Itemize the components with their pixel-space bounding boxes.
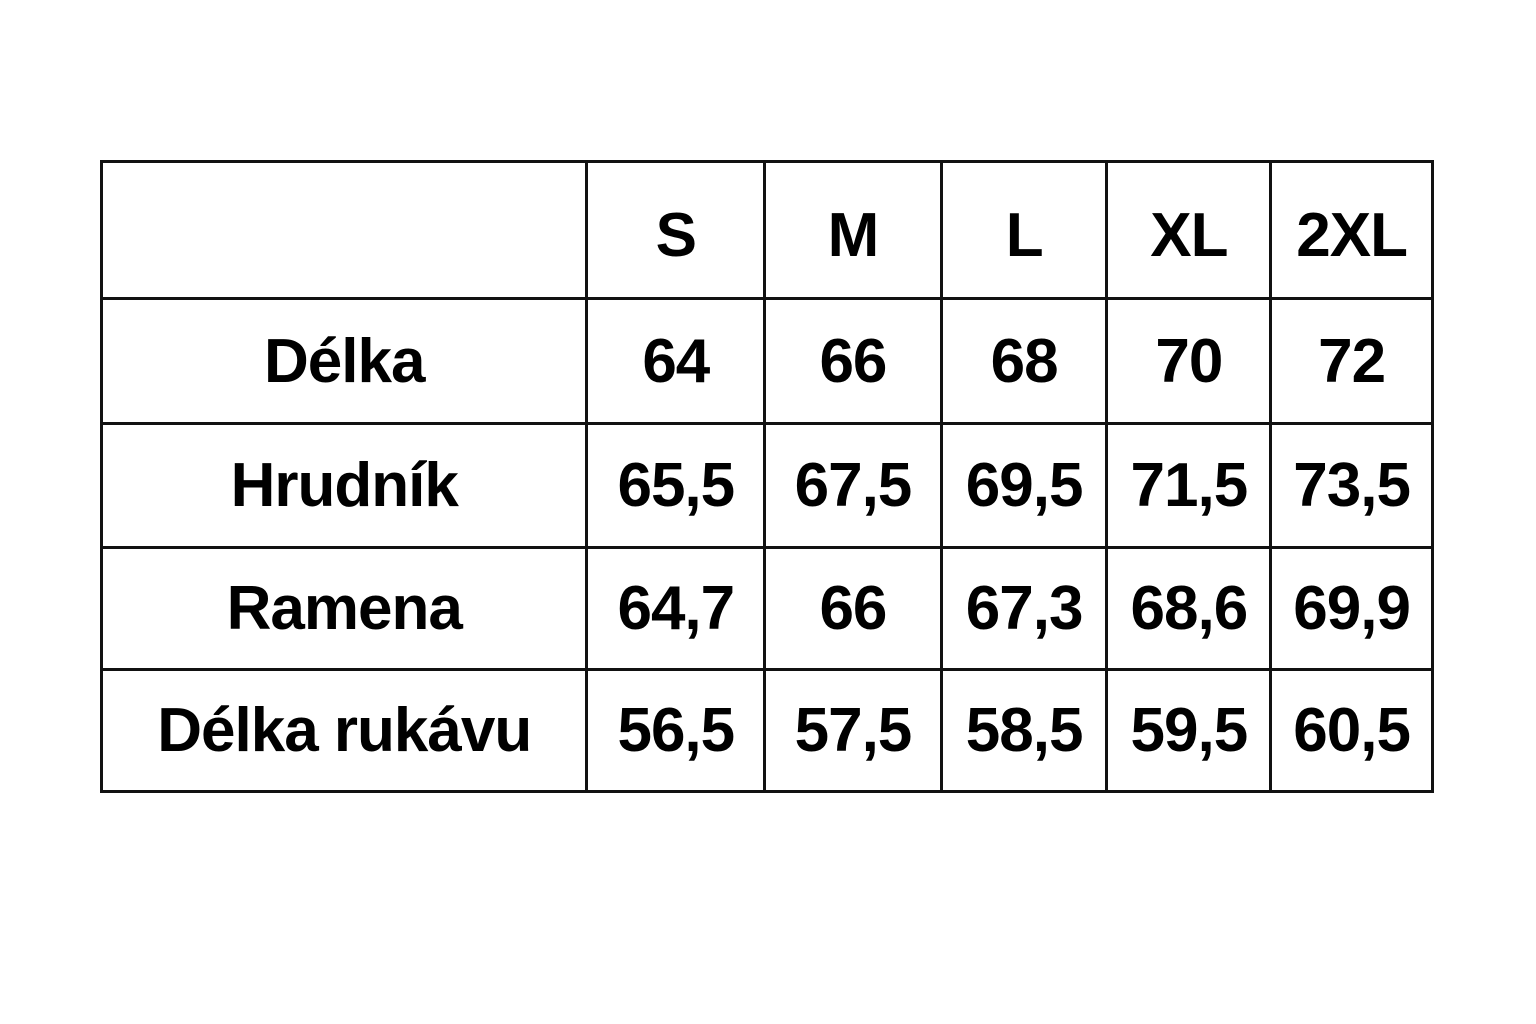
value-cell: 72 <box>1269 297 1434 425</box>
table-row: Délka 64 66 68 70 72 <box>99 297 1434 425</box>
row-label: Hrudník <box>99 422 589 549</box>
table-row: Ramena 64,7 66 67,3 68,6 69,9 <box>99 546 1434 671</box>
row-label: Délka <box>99 297 589 425</box>
value-cell: 66 <box>763 546 943 671</box>
value-cell: 67,3 <box>939 546 1109 671</box>
value-cell: 57,5 <box>763 668 943 793</box>
value-cell: 68,6 <box>1105 546 1273 671</box>
value-cell: 59,5 <box>1105 668 1273 793</box>
row-label: Ramena <box>99 546 589 671</box>
value-cell: 70 <box>1105 297 1273 425</box>
size-header-xl: XL <box>1105 160 1273 300</box>
value-cell: 58,5 <box>939 668 1109 793</box>
size-header-m: M <box>763 160 943 300</box>
value-cell: 71,5 <box>1105 422 1273 549</box>
value-cell: 65,5 <box>585 422 767 549</box>
value-cell: 60,5 <box>1269 668 1434 793</box>
row-label: Délka rukávu <box>99 668 589 793</box>
value-cell: 69,5 <box>939 422 1109 549</box>
size-table: S M L XL 2XL Délka 64 66 68 70 72 Hrudník 65,5 67,5 69… <box>99 160 1434 793</box>
value-cell: 56,5 <box>585 668 767 793</box>
value-cell: 73,5 <box>1269 422 1434 549</box>
value-cell: 68 <box>939 297 1109 425</box>
corner-cell <box>99 160 589 300</box>
value-cell: 67,5 <box>763 422 943 549</box>
size-header-s: S <box>585 160 767 300</box>
value-cell: 66 <box>763 297 943 425</box>
value-cell: 64,7 <box>585 546 767 671</box>
table-row: Hrudník 65,5 67,5 69,5 71,5 73,5 <box>99 422 1434 549</box>
value-cell: 64 <box>585 297 767 425</box>
value-cell: 69,9 <box>1269 546 1434 671</box>
size-header-l: L <box>939 160 1109 300</box>
table-row: Délka rukávu 56,5 57,5 58,5 59,5 60,5 <box>99 668 1434 793</box>
header-row: S M L XL 2XL <box>99 160 1434 300</box>
size-header-2xl: 2XL <box>1269 160 1434 300</box>
